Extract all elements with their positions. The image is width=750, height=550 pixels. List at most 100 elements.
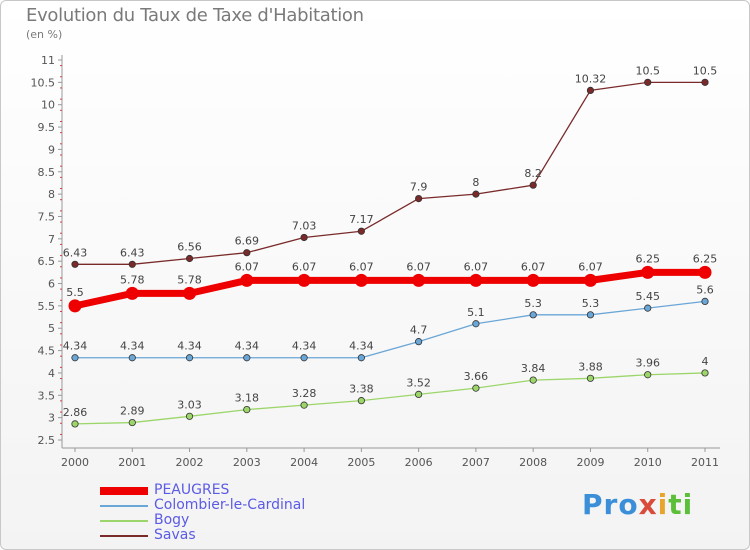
data-label: 6.56 (177, 240, 202, 253)
data-point (526, 273, 540, 287)
data-point (357, 397, 365, 405)
data-point (357, 227, 365, 235)
data-point (240, 273, 254, 287)
y-tick-label: 9.5 (38, 121, 56, 134)
data-point (472, 384, 480, 392)
legend-swatch-savas (100, 535, 148, 537)
y-tick-label: 6.5 (38, 255, 56, 268)
x-tick-label: 2008 (519, 456, 547, 469)
data-label: 5.45 (635, 290, 660, 303)
data-point (469, 273, 483, 287)
y-tick-label: 5.5 (38, 300, 56, 313)
data-label: 2.89 (120, 405, 145, 418)
x-tick-label: 2010 (634, 456, 662, 469)
data-point (586, 311, 595, 319)
data-point (357, 354, 365, 362)
data-label: 10.5 (635, 64, 660, 77)
data-label: 3.84 (521, 362, 546, 375)
data-point (529, 376, 537, 384)
data-point (472, 320, 480, 328)
data-label: 6.43 (120, 246, 145, 259)
data-label: 6.07 (464, 260, 489, 273)
data-label: 3.03 (177, 398, 202, 411)
data-point (185, 354, 194, 362)
y-tick-label: 11 (41, 54, 55, 67)
data-point (300, 354, 308, 362)
data-label: 6.07 (235, 260, 260, 273)
data-point (586, 374, 595, 382)
data-point (701, 297, 709, 306)
y-tick-label: 7 (48, 233, 55, 246)
data-point (644, 371, 652, 379)
data-point (698, 265, 712, 279)
x-tick-label: 2006 (405, 456, 433, 469)
y-tick-label: 3 (48, 412, 55, 425)
data-point (128, 418, 136, 427)
data-label: 3.88 (578, 360, 603, 373)
data-label: 3.28 (292, 387, 317, 400)
data-point (128, 354, 136, 362)
data-label: 6.43 (63, 246, 88, 259)
data-point (412, 273, 426, 287)
legend-label-peaugres: PEAUGRES (154, 482, 230, 498)
y-tick-label: 2.5 (38, 434, 56, 447)
data-point (415, 194, 423, 203)
y-tick-label: 8.5 (38, 166, 56, 179)
data-label: 3.52 (406, 376, 431, 389)
data-label: 6.07 (292, 260, 317, 273)
data-point (354, 273, 368, 287)
data-label: 8.2 (524, 167, 542, 180)
y-tick-label: 10.5 (31, 76, 56, 89)
data-point (243, 249, 251, 257)
data-label: 4.34 (120, 340, 145, 353)
chart-subtitle: (en %) (26, 28, 63, 41)
legend-swatch-peaugres (100, 487, 148, 495)
data-label: 5.78 (177, 273, 202, 286)
x-tick-label: 2004 (290, 456, 318, 469)
data-label: 5.3 (582, 297, 600, 310)
data-point (125, 286, 139, 300)
data-label: 4 (702, 355, 709, 368)
data-label: 6.25 (635, 252, 660, 265)
data-label: 10.5 (693, 64, 718, 77)
data-point (701, 369, 709, 377)
data-point (415, 338, 423, 346)
y-tick-label: 7.5 (38, 210, 56, 223)
data-point (644, 78, 652, 86)
data-label: 7.03 (292, 219, 317, 232)
legend-swatch-bogy (100, 520, 148, 522)
data-point (586, 86, 595, 95)
data-label: 6.07 (349, 260, 374, 273)
data-point (183, 286, 197, 300)
data-label: 5.5 (66, 286, 84, 299)
series-line-savas (74, 81, 706, 265)
y-tick-label: 6 (48, 278, 55, 291)
data-point (472, 190, 480, 198)
data-label: 2.86 (63, 406, 88, 419)
y-tick-label: 4.5 (38, 345, 56, 358)
data-label: 3.96 (635, 357, 660, 370)
data-point (71, 354, 79, 362)
data-point (185, 254, 194, 263)
data-label: 6.69 (235, 235, 260, 248)
data-label: 8 (472, 176, 479, 189)
y-tick-label: 3.5 (38, 389, 56, 402)
data-label: 5.6 (696, 283, 714, 296)
data-label: 4.34 (63, 340, 88, 353)
chart-title: Evolution du Taux de Taxe d'Habitation (26, 5, 364, 26)
data-point (68, 299, 82, 313)
legend-label-bogy: Bogy (154, 512, 190, 528)
proxiti-logo: Proxiti (582, 488, 694, 521)
data-point (300, 401, 308, 409)
data-label: 5.78 (120, 273, 145, 286)
y-tick-label: 5 (48, 322, 55, 335)
data-point (297, 273, 311, 287)
data-label: 4.7 (410, 324, 428, 337)
x-tick-label: 2007 (462, 456, 490, 469)
data-label: 6.25 (693, 252, 718, 265)
data-point (644, 304, 652, 312)
x-tick-label: 2011 (691, 456, 719, 469)
data-label: 7.9 (410, 181, 428, 194)
data-point (415, 390, 423, 398)
